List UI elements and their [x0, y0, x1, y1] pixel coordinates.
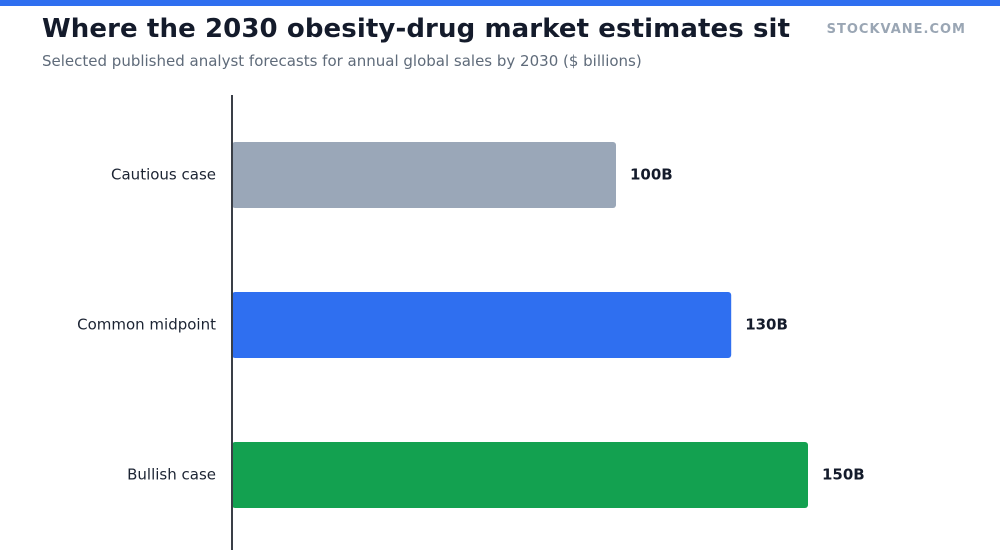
chart-subtitle: Selected published analyst forecasts for… — [42, 52, 642, 70]
category-label: Cautious case — [111, 166, 216, 184]
value-label: 100B — [630, 166, 673, 184]
value-label: 150B — [822, 466, 865, 484]
chart-title: Where the 2030 obesity-drug market estim… — [42, 14, 791, 44]
category-label: Common midpoint — [77, 316, 216, 334]
category-label: Bullish case — [127, 466, 216, 484]
bar-bullish-case — [232, 442, 808, 508]
brand-logo-text: STOCKVANE.COM — [826, 22, 966, 37]
value-label: 130B — [745, 316, 788, 334]
bar-common-midpoint — [232, 292, 732, 358]
top-accent-bar — [0, 0, 1000, 6]
bar-cautious-case — [232, 142, 616, 208]
